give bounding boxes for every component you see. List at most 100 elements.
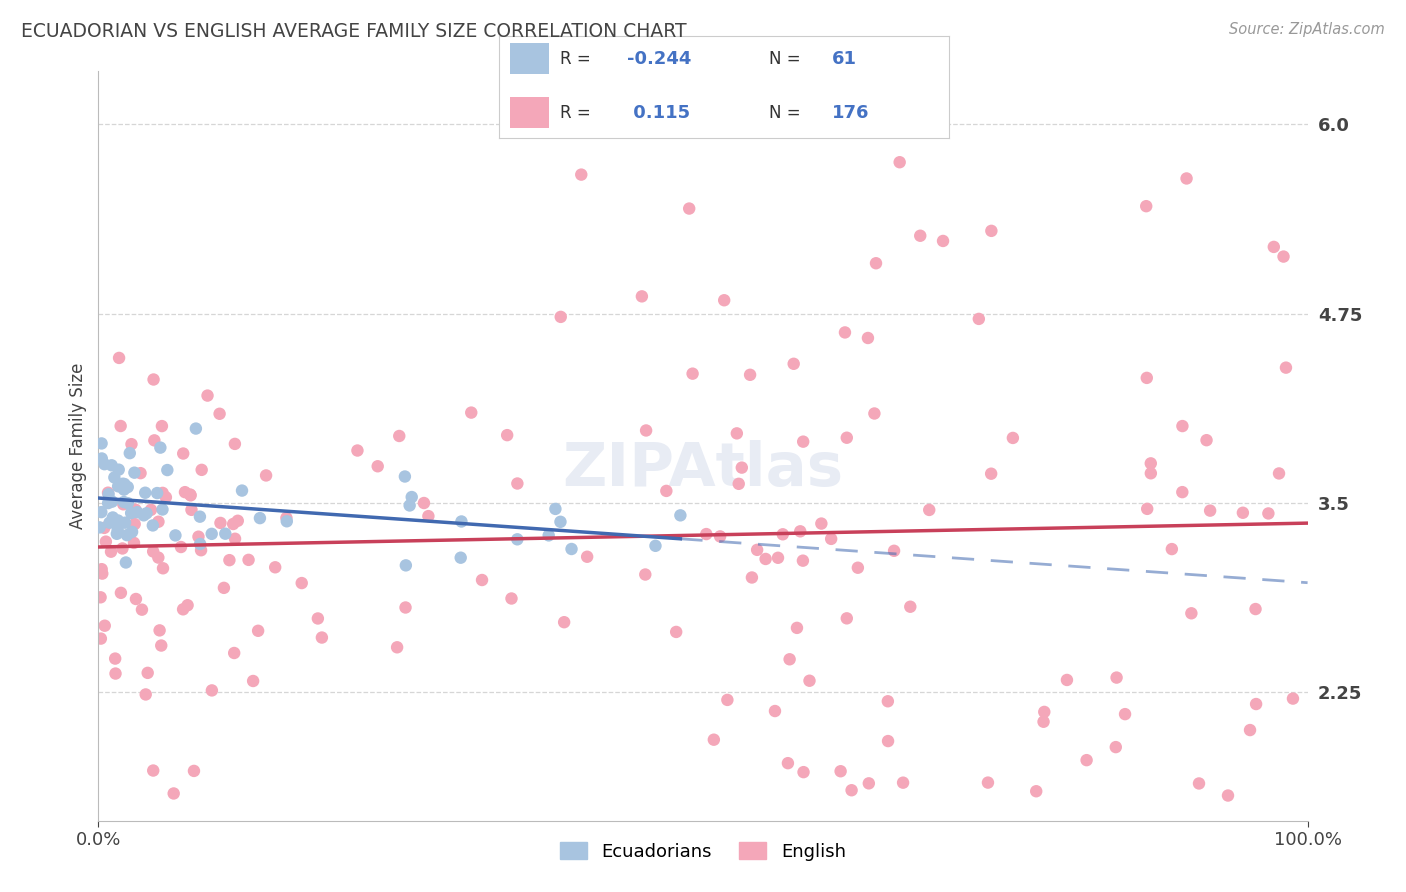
- Point: [713, 293, 735, 308]
- Point: [254, 468, 277, 483]
- Point: [401, 490, 423, 504]
- Point: [367, 459, 389, 474]
- Text: N =: N =: [769, 50, 806, 68]
- Point: [1140, 467, 1163, 481]
- Point: [124, 466, 146, 480]
- Point: [450, 515, 472, 529]
- Point: [898, 599, 921, 614]
- Point: [506, 476, 529, 491]
- Text: -0.244: -0.244: [627, 50, 692, 68]
- Point: [910, 228, 932, 243]
- Point: [108, 351, 131, 365]
- Point: [793, 765, 815, 780]
- Point: [146, 486, 169, 500]
- Point: [1135, 199, 1157, 213]
- Point: [1180, 607, 1202, 621]
- Point: [1033, 705, 1056, 719]
- Point: [238, 553, 260, 567]
- Point: [1272, 250, 1295, 264]
- Point: [100, 544, 122, 558]
- Point: [846, 560, 869, 574]
- Point: [716, 693, 738, 707]
- Point: [190, 463, 212, 477]
- Point: [90, 451, 112, 466]
- Point: [135, 688, 157, 702]
- Point: [120, 506, 142, 520]
- Point: [703, 732, 725, 747]
- Point: [214, 526, 236, 541]
- Point: [865, 256, 887, 270]
- Point: [835, 611, 858, 625]
- Point: [208, 407, 231, 421]
- Point: [1275, 360, 1298, 375]
- Point: [450, 550, 472, 565]
- Point: [1244, 697, 1267, 711]
- Point: [876, 694, 898, 708]
- Point: [776, 756, 799, 771]
- Point: [142, 544, 165, 558]
- Legend: Ecuadorians, English: Ecuadorians, English: [553, 835, 853, 868]
- Point: [395, 558, 418, 573]
- Point: [118, 446, 141, 460]
- Point: [1195, 433, 1218, 447]
- Point: [111, 476, 134, 491]
- Point: [131, 602, 153, 616]
- Point: [1175, 171, 1198, 186]
- Point: [91, 566, 114, 581]
- Point: [188, 509, 211, 524]
- Point: [94, 534, 117, 549]
- Point: [544, 502, 567, 516]
- Point: [150, 419, 173, 434]
- Point: [1244, 602, 1267, 616]
- Point: [307, 611, 329, 625]
- Point: [835, 431, 858, 445]
- Point: [124, 502, 146, 516]
- Point: [152, 502, 174, 516]
- Point: [179, 487, 201, 501]
- Point: [115, 528, 138, 542]
- Point: [678, 202, 700, 216]
- Point: [170, 540, 193, 554]
- Point: [143, 434, 166, 448]
- Point: [1199, 503, 1222, 517]
- Point: [1139, 456, 1161, 470]
- Point: [149, 624, 172, 638]
- Point: [201, 683, 224, 698]
- Point: [247, 624, 270, 638]
- Point: [249, 511, 271, 525]
- Point: [101, 510, 124, 524]
- Point: [1257, 507, 1279, 521]
- Point: [187, 530, 209, 544]
- Point: [201, 526, 224, 541]
- Point: [112, 497, 135, 511]
- Point: [834, 326, 856, 340]
- Point: [1239, 723, 1261, 737]
- Point: [121, 524, 143, 539]
- Point: [471, 573, 494, 587]
- Point: [1105, 671, 1128, 685]
- Point: [121, 437, 143, 451]
- Point: [311, 631, 333, 645]
- Point: [172, 446, 194, 460]
- Point: [665, 624, 688, 639]
- Point: [107, 479, 129, 493]
- Point: [105, 526, 128, 541]
- Point: [222, 516, 245, 531]
- Point: [413, 496, 436, 510]
- Point: [136, 665, 159, 680]
- Point: [792, 554, 814, 568]
- Point: [636, 424, 658, 438]
- Point: [891, 775, 914, 789]
- Bar: [510, 44, 548, 74]
- Point: [276, 514, 298, 528]
- Point: [810, 516, 832, 531]
- Point: [132, 508, 155, 523]
- Point: [1056, 673, 1078, 687]
- Point: [90, 436, 112, 450]
- Point: [731, 460, 754, 475]
- Point: [176, 599, 198, 613]
- Point: [766, 550, 789, 565]
- Point: [977, 775, 1000, 789]
- Point: [741, 570, 763, 584]
- Point: [1171, 485, 1194, 500]
